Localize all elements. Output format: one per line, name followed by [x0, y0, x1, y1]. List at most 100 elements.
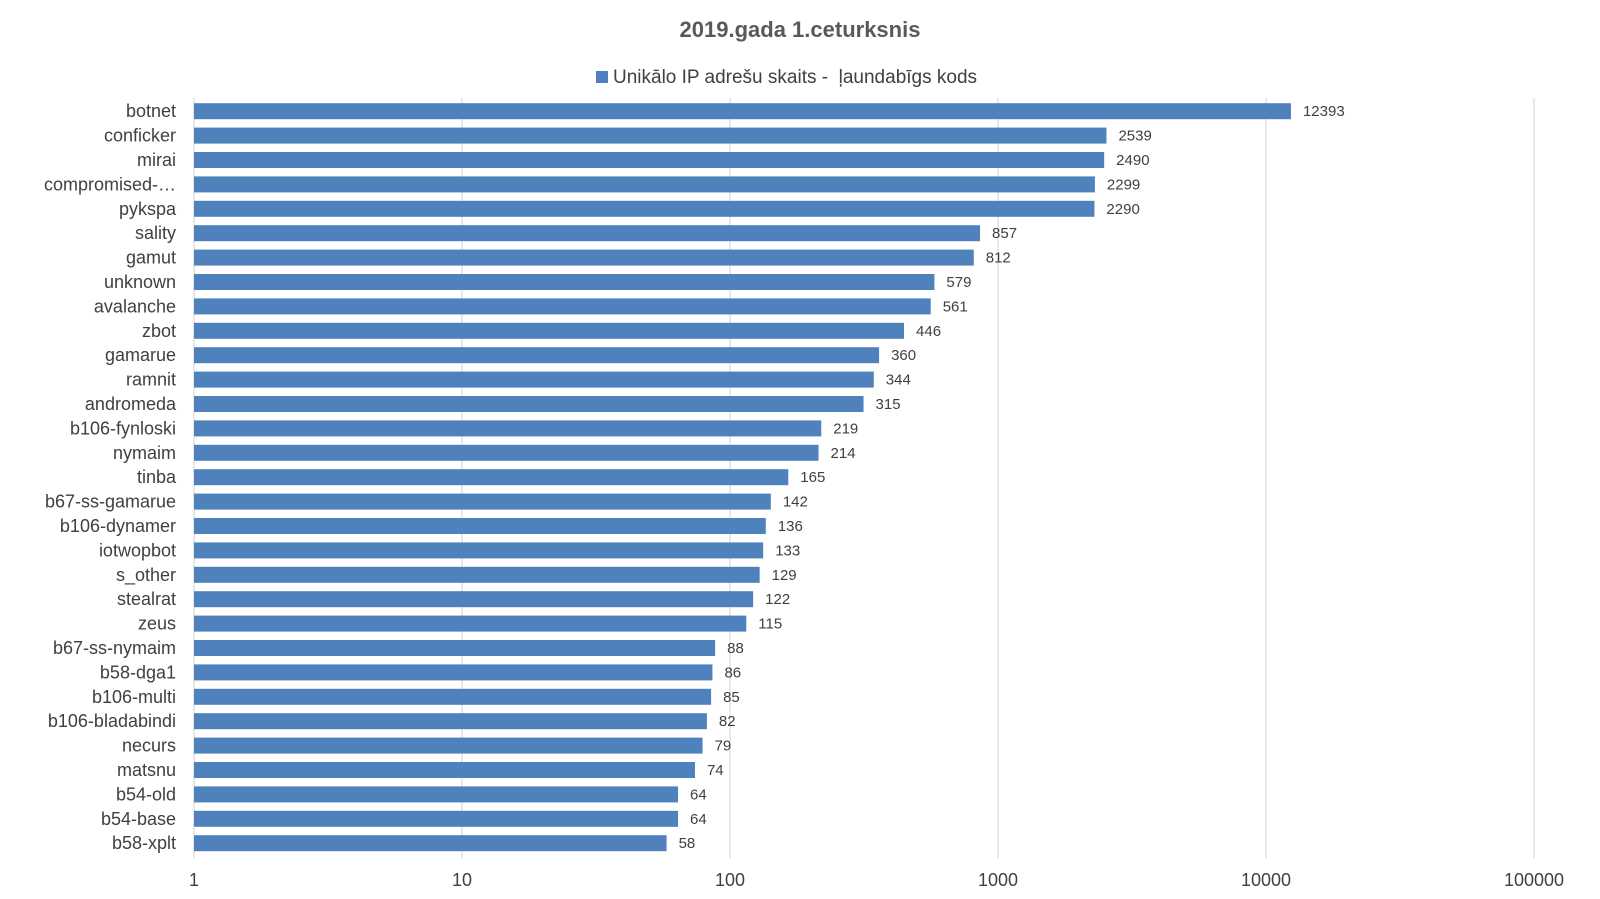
category-label: gamut: [126, 248, 176, 268]
category-label: b106-bladabindi: [48, 711, 176, 731]
category-label: avalanche: [94, 296, 176, 316]
category-label: unknown: [104, 272, 176, 292]
bar: [194, 615, 747, 632]
bar: [194, 225, 981, 242]
data-label: 857: [992, 225, 1017, 242]
data-label: 74: [707, 762, 724, 779]
data-label: 2490: [1116, 152, 1149, 169]
category-label: andromeda: [85, 394, 177, 414]
category-label: b67-ss-gamarue: [45, 492, 176, 512]
category-label: mirai: [137, 150, 176, 170]
data-label: 129: [772, 567, 797, 584]
data-label: 579: [946, 274, 971, 291]
category-label: ramnit: [126, 370, 176, 390]
bar: [194, 518, 766, 534]
category-label: b106-dynamer: [60, 516, 176, 536]
category-label: b106-multi: [92, 687, 176, 707]
data-label: 115: [758, 616, 782, 633]
data-label: 219: [833, 420, 858, 437]
bar: [194, 298, 931, 315]
data-label: 133: [775, 542, 800, 559]
bars: [194, 103, 1291, 852]
bar: [194, 200, 1095, 217]
data-label: 85: [723, 689, 740, 706]
bar: [194, 420, 822, 437]
category-label: compromised-…: [44, 174, 176, 194]
category-label: b67-ss-nymaim: [53, 638, 176, 658]
category-label: nymaim: [113, 443, 176, 463]
bar: [194, 835, 667, 852]
data-label: 214: [831, 445, 856, 462]
legend-swatch: [596, 71, 608, 83]
category-label: pykspa: [119, 199, 177, 219]
category-label: tinba: [137, 467, 177, 487]
data-label: 142: [783, 494, 808, 511]
data-label: 812: [986, 250, 1011, 267]
category-label: zeus: [138, 614, 176, 634]
category-label: b54-old: [116, 784, 176, 804]
bar: [194, 469, 789, 486]
category-label: b58-xplt: [112, 833, 176, 853]
bar: [194, 664, 713, 681]
category-label: necurs: [122, 736, 176, 756]
bar: [194, 737, 703, 754]
bar: [194, 591, 754, 608]
category-label: b106-fynloski: [70, 418, 176, 438]
bar: [194, 762, 695, 778]
data-label: 561: [943, 298, 968, 315]
data-label: 64: [690, 811, 707, 828]
data-label: 165: [800, 469, 825, 486]
data-label: 2539: [1118, 128, 1151, 145]
bar: [194, 103, 1291, 120]
bar: [194, 566, 760, 583]
data-label: 79: [715, 738, 732, 755]
bar: [194, 152, 1105, 168]
x-tick-label: 100000: [1504, 870, 1564, 890]
data-label: 12393: [1303, 103, 1345, 120]
x-axis-ticks: 1 10 100 1000 10000 100000: [189, 870, 1564, 890]
bar: [194, 274, 935, 290]
bar: [194, 371, 874, 388]
x-tick-label: 1: [189, 870, 199, 890]
bar: [194, 542, 764, 559]
bar: [194, 249, 974, 266]
x-tick-label: 100: [715, 870, 745, 890]
bar: [194, 322, 905, 339]
x-tick-label: 10: [452, 870, 472, 890]
category-label: matsnu: [117, 760, 176, 780]
legend-entry: Unikālo IP adrešu skaits - ļaundabīgs ko…: [613, 67, 977, 88]
data-label: 122: [765, 591, 790, 608]
category-labels: botnet conficker mirai compromised-… pykspa s…: [44, 101, 177, 853]
category-label: b58-dga1: [100, 662, 176, 682]
bar: [194, 444, 819, 461]
category-label: zbot: [142, 321, 176, 341]
data-label: 58: [679, 835, 696, 852]
bar: [194, 786, 679, 803]
bar: [194, 688, 712, 705]
category-label: gamarue: [105, 345, 176, 365]
data-label: 88: [727, 640, 744, 657]
data-label: 360: [891, 347, 916, 364]
data-label: 136: [778, 518, 803, 535]
data-label: 86: [724, 664, 741, 681]
category-label: b54-base: [101, 809, 176, 829]
bar: [194, 713, 707, 730]
bar: [194, 396, 864, 412]
data-label: 2290: [1106, 201, 1139, 218]
category-label: s_other: [116, 565, 176, 586]
category-label: botnet: [126, 101, 176, 121]
category-label: stealrat: [117, 589, 176, 609]
bar: [194, 127, 1107, 144]
bar: [194, 347, 880, 364]
chart-title: 2019.gada 1.ceturksnis: [680, 17, 921, 42]
legend: Unikālo IP adrešu skaits - ļaundabīgs ko…: [596, 67, 977, 88]
category-label: iotwopbot: [99, 540, 176, 560]
data-label: 64: [690, 786, 707, 803]
category-label: conficker: [104, 126, 176, 146]
data-label: 344: [886, 372, 911, 389]
data-label: 82: [719, 713, 736, 730]
x-tick-label: 1000: [978, 870, 1018, 890]
